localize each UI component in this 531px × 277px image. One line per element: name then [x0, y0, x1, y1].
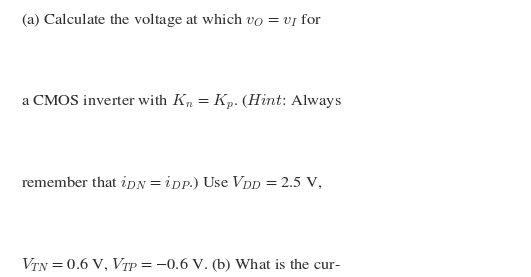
- Text: a CMOS inverter with $K_n$ = $K_p$. ($\it{Hint}$: Always: a CMOS inverter with $K_n$ = $K_p$. ($\i…: [21, 93, 342, 112]
- Text: remember that $i_{DN}$ = $i_{DP}$.) Use $V_{DD}$ = 2.5 V,: remember that $i_{DN}$ = $i_{DP}$.) Use …: [21, 175, 322, 192]
- Text: $V_{TN}$ = 0.6 V, $V_{TP}$ = −0.6 V. (b) What is the cur-: $V_{TN}$ = 0.6 V, $V_{TP}$ = −0.6 V. (b)…: [21, 256, 341, 274]
- Text: (a) Calculate the voltage at which $v_O$ = $v_I$ for: (a) Calculate the voltage at which $v_O$…: [21, 11, 322, 29]
